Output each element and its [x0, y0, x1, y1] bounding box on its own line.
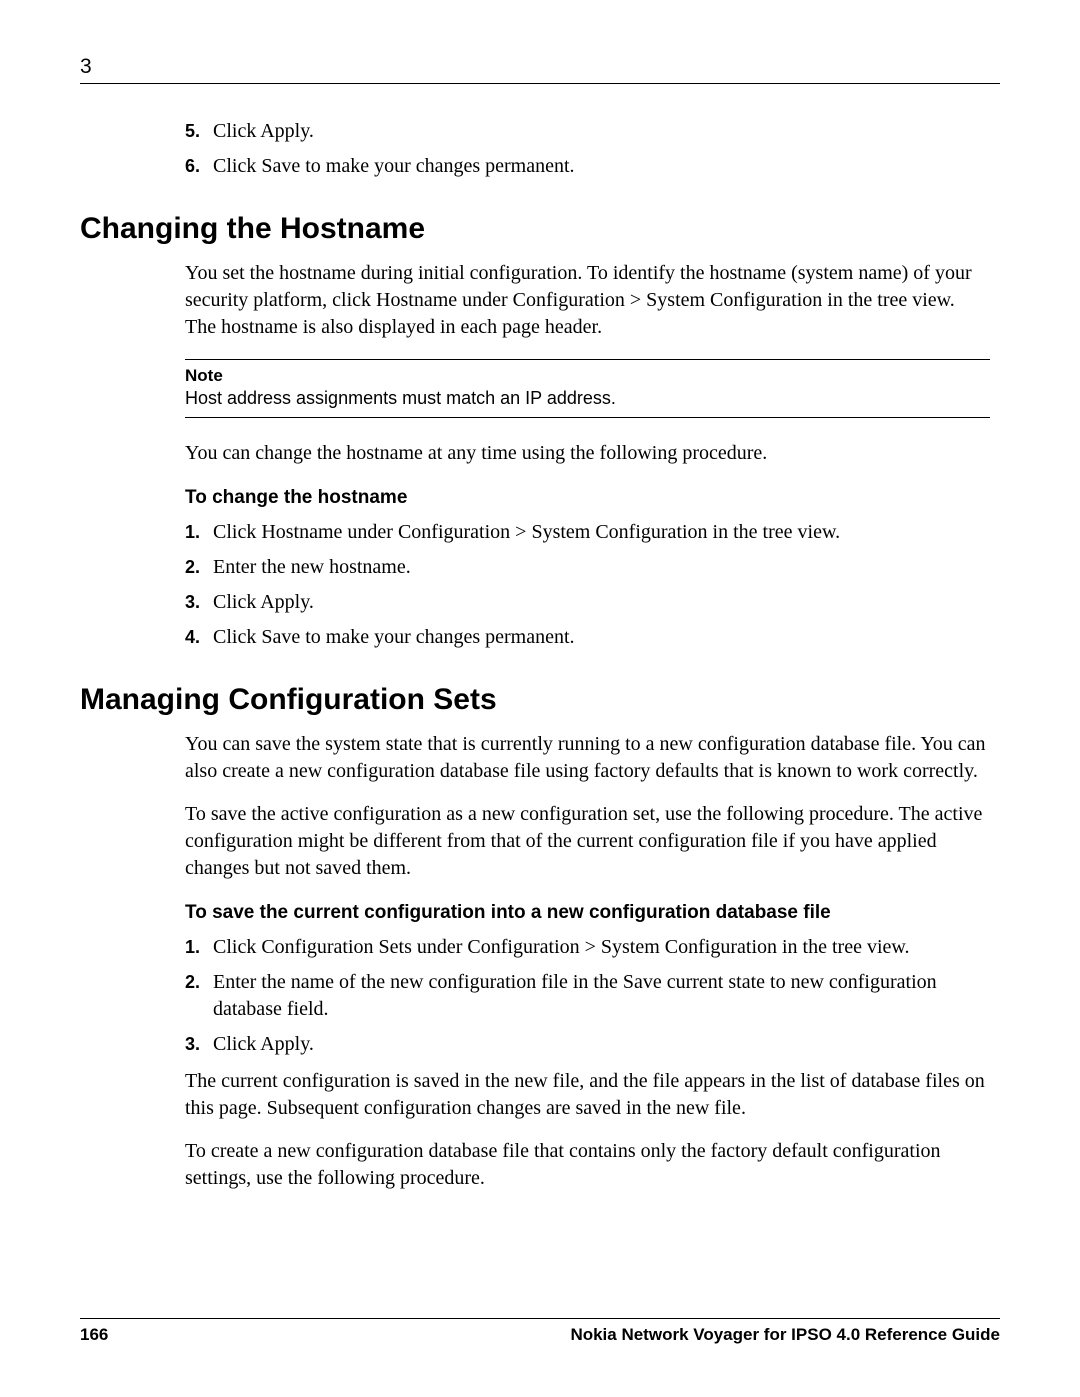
body-paragraph: To save the active configuration as a ne…	[185, 801, 990, 882]
step-text: Click Save to make your changes permanen…	[213, 624, 990, 651]
body-paragraph: You can change the hostname at any time …	[185, 440, 990, 467]
step-number: 1.	[185, 935, 213, 959]
step-number: 1.	[185, 520, 213, 544]
list-item: 3. Click Apply.	[185, 1031, 990, 1058]
list-item: 1. Click Configuration Sets under Config…	[185, 934, 990, 961]
intro-steps: 5. Click Apply. 6. Click Save to make yo…	[185, 118, 990, 180]
note-text: Host address assignments must match an I…	[185, 388, 990, 409]
step-number: 4.	[185, 625, 213, 649]
step-text: Enter the new hostname.	[213, 554, 990, 581]
step-text: Click Apply.	[213, 118, 990, 145]
step-number: 3.	[185, 1032, 213, 1056]
page-footer: 166 Nokia Network Voyager for IPSO 4.0 R…	[80, 1318, 1000, 1345]
procedure-heading: To change the hostname	[185, 487, 990, 509]
section-heading-hostname: Changing the Hostname	[80, 212, 990, 246]
list-item: 5. Click Apply.	[185, 118, 990, 145]
body-paragraph: The current configuration is saved in th…	[185, 1068, 990, 1122]
step-number: 5.	[185, 119, 213, 143]
footer-title: Nokia Network Voyager for IPSO 4.0 Refer…	[570, 1325, 1000, 1345]
hostname-steps: 1. Click Hostname under Configuration > …	[185, 519, 990, 651]
step-text: Click Configuration Sets under Configura…	[213, 934, 990, 961]
list-item: 3. Click Apply.	[185, 589, 990, 616]
note-title: Note	[185, 366, 990, 386]
section-heading-configsets: Managing Configuration Sets	[80, 683, 990, 717]
header-rule	[80, 83, 1000, 84]
list-item: 2. Enter the name of the new configurati…	[185, 969, 990, 1023]
step-text: Click Apply.	[213, 589, 990, 616]
body-paragraph: You can save the system state that is cu…	[185, 731, 990, 785]
list-item: 2. Enter the new hostname.	[185, 554, 990, 581]
step-number: 3.	[185, 590, 213, 614]
body-paragraph: You set the hostname during initial conf…	[185, 260, 990, 341]
note-box: Note Host address assignments must match…	[185, 359, 990, 418]
list-item: 4. Click Save to make your changes perma…	[185, 624, 990, 651]
configset-steps: 1. Click Configuration Sets under Config…	[185, 934, 990, 1058]
content-area: 5. Click Apply. 6. Click Save to make yo…	[185, 118, 990, 1192]
footer-rule	[80, 1318, 1000, 1319]
step-number: 2.	[185, 970, 213, 994]
step-number: 6.	[185, 154, 213, 178]
step-text: Enter the name of the new configuration …	[213, 969, 990, 1023]
list-item: 6. Click Save to make your changes perma…	[185, 153, 990, 180]
page-number: 166	[80, 1325, 108, 1345]
step-text: Click Apply.	[213, 1031, 990, 1058]
step-text: Click Save to make your changes permanen…	[213, 153, 990, 180]
chapter-number: 3	[80, 55, 1000, 79]
step-number: 2.	[185, 555, 213, 579]
body-paragraph: To create a new configuration database f…	[185, 1138, 990, 1192]
page: 3 5. Click Apply. 6. Click Save to make …	[0, 0, 1080, 1397]
list-item: 1. Click Hostname under Configuration > …	[185, 519, 990, 546]
step-text: Click Hostname under Configuration > Sys…	[213, 519, 990, 546]
procedure-heading: To save the current configuration into a…	[185, 902, 990, 924]
footer-row: 166 Nokia Network Voyager for IPSO 4.0 R…	[80, 1325, 1000, 1345]
